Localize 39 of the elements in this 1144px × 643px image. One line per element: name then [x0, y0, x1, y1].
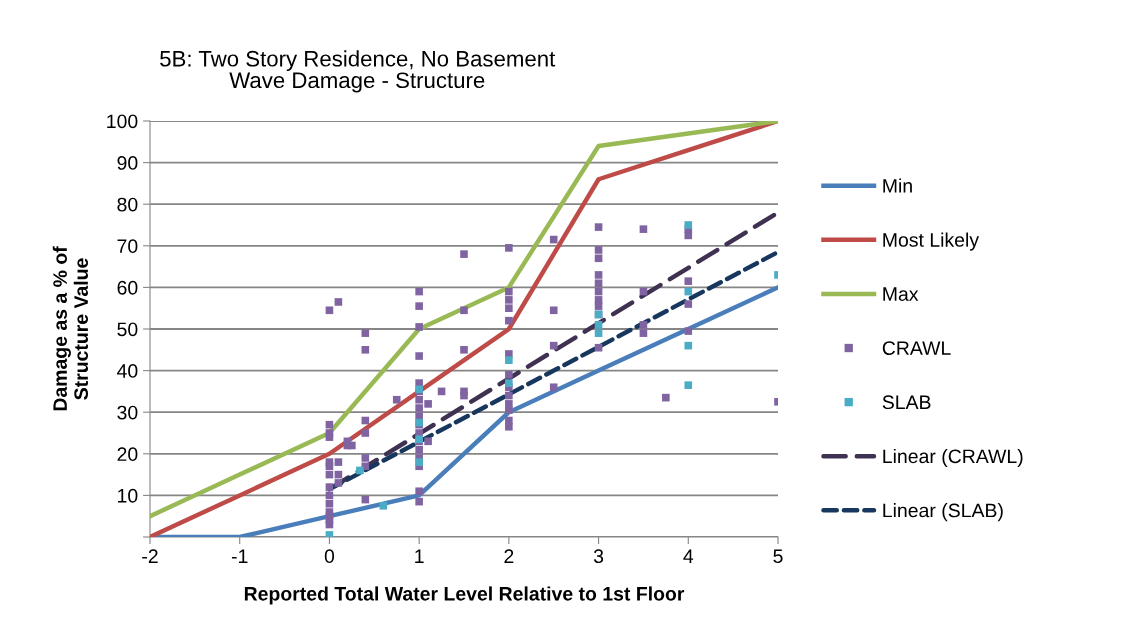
y-tick-label: 60	[117, 280, 138, 295]
y-tick-label: 100	[107, 114, 138, 129]
y-tick-label: 40	[117, 364, 138, 378]
point	[594, 329, 603, 337]
legend-label: Most Likely	[883, 232, 980, 251]
x-tick-label: -2	[142, 549, 158, 563]
y-tick-label: 50	[117, 322, 138, 337]
x-tick-label: -1	[231, 549, 248, 563]
y-tick-label: 30	[117, 405, 138, 420]
point	[684, 341, 693, 350]
point	[505, 356, 513, 364]
point	[379, 502, 388, 510]
legend-label: Linear (SLAB)	[883, 503, 1003, 522]
legend-label: Max	[883, 287, 919, 301]
point	[594, 321, 603, 329]
y-tick-label: 10	[118, 488, 138, 503]
y-axis-title: Damage as a % of Structure Value	[52, 246, 89, 411]
point	[356, 466, 364, 475]
chart-title: 5B: Two Story Residence, No Basement Wave Damage - Structure	[160, 50, 556, 93]
legend-label: Linear (CRAWL)	[883, 448, 1023, 468]
point	[415, 458, 423, 466]
y-tick-label: 90	[117, 156, 138, 170]
legend-label: CRAWL	[882, 341, 951, 356]
y-tick-label: 70	[117, 239, 138, 254]
x-tick-label: 4	[683, 549, 694, 563]
x-axis-title: Reported Total Water Level Relative to 1st Floor	[244, 586, 685, 605]
x-tick-label: 0	[324, 549, 335, 564]
legend-label: Min	[883, 178, 912, 193]
y-tick-label: 80	[117, 197, 138, 212]
x-tick-label: 5	[773, 549, 783, 564]
point	[684, 381, 693, 389]
y-tick-label: 20	[117, 447, 138, 462]
legend-label: SLAB	[882, 395, 931, 410]
point	[684, 287, 693, 296]
x-tick-label: 2	[504, 549, 514, 563]
x-tick-label: 1	[415, 549, 424, 563]
x-tick-label: 3	[593, 549, 604, 564]
point	[505, 379, 513, 387]
point	[684, 221, 693, 229]
